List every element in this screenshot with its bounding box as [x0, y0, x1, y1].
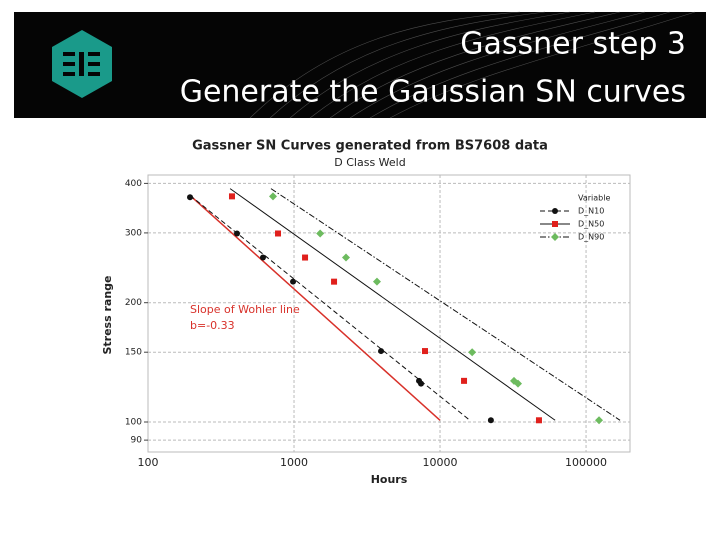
x-tick-label: 100 [138, 456, 159, 469]
banner-pattern [249, 11, 696, 119]
data-point [418, 380, 425, 387]
y-tick-label: 300 [125, 228, 142, 238]
data-point [316, 229, 325, 238]
y-tick-label: 200 [125, 298, 142, 308]
data-point [378, 348, 385, 355]
data-point [422, 348, 429, 355]
data-point [514, 379, 523, 388]
fit-line [229, 188, 556, 421]
data-point [187, 194, 194, 201]
y-tick-label: 150 [125, 348, 142, 358]
y-axis-label: Stress range [101, 275, 114, 354]
legend-marker [551, 233, 559, 241]
legend-marker [552, 208, 558, 214]
chart-subtitle: D Class Weld [334, 156, 405, 169]
y-tick-label: 100 [125, 417, 142, 427]
data-point [468, 348, 477, 357]
legend-label: D_N90 [578, 233, 604, 242]
banner [14, 12, 706, 118]
chart-title: Gassner SN Curves generated from BS7608 … [192, 139, 548, 154]
y-tick-label: 90 [131, 436, 143, 446]
data-point [275, 230, 282, 237]
data-point [234, 230, 241, 237]
data-point [461, 377, 468, 384]
legend-marker [552, 221, 558, 227]
data-point [487, 417, 494, 424]
data-point [331, 278, 338, 285]
data-point [290, 278, 297, 285]
data-point [535, 417, 542, 424]
fit-line [270, 188, 621, 421]
annotation-text: b=-0.33 [190, 319, 235, 332]
reference-line [189, 194, 441, 421]
y-tick-label: 400 [125, 179, 142, 189]
data-point [342, 253, 351, 262]
data-point [269, 192, 278, 201]
data-point [302, 254, 309, 261]
chart: Gassner SN Curves generated from BS7608 … [101, 139, 548, 487]
legend-label: D_N10 [578, 207, 604, 216]
legend-label: D_N50 [578, 220, 604, 229]
slide-title-line: Generate the Gaussian SN curves [180, 75, 686, 110]
annotation-text: Slope of Wohler line [190, 303, 300, 316]
legend-title: Variable [578, 194, 610, 203]
x-tick-label: 1000 [280, 456, 308, 469]
data-point [595, 416, 604, 425]
x-tick-label: 10000 [423, 456, 458, 469]
data-point [259, 254, 266, 261]
slide-title-line: Gassner step 3 [460, 27, 686, 62]
x-axis-label: Hours [371, 473, 408, 486]
plot-area [147, 174, 631, 453]
data-point [228, 193, 235, 200]
data-point [372, 277, 381, 286]
logo [52, 30, 112, 98]
x-tick-label: 100000 [565, 456, 607, 469]
